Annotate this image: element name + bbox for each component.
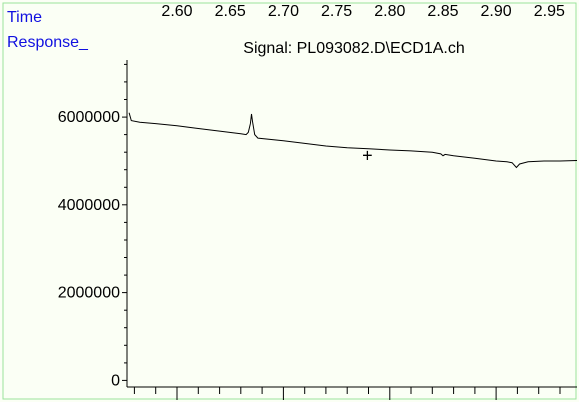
y-axis-label: Response_: [7, 34, 89, 51]
y-tick-label: 0: [111, 372, 120, 389]
x-tick-labels: 2.60 2.65 2.70 2.75 2.80 2.85 2.90 2.95: [161, 3, 565, 20]
y-tick-label: 4000000: [58, 197, 120, 214]
cursor-marker-group: +: [362, 146, 373, 166]
signal-trace-group: [128, 112, 578, 169]
signal-trace: [128, 112, 578, 169]
x-tick-label: 2.75: [321, 3, 352, 20]
cursor-marker: +: [362, 146, 373, 166]
x-tick-label: 2.60: [161, 3, 192, 20]
x-tick-label: 2.80: [374, 3, 405, 20]
y-tick-label: 2000000: [58, 285, 120, 302]
x-tick-label: 2.95: [534, 3, 565, 20]
x-axis: [127, 386, 577, 400]
y-axis: 0 2000000 4000000 6000000: [58, 60, 128, 389]
x-tick-label: 2.65: [215, 3, 246, 20]
x-axis-label: Time: [7, 9, 42, 26]
chart-title: Signal: PL093082.D\ECD1A.ch: [243, 40, 464, 57]
x-tick-label: 2.85: [427, 3, 458, 20]
x-tick-label: 2.90: [481, 3, 512, 20]
x-tick-label: 2.70: [268, 3, 299, 20]
y-tick-label: 6000000: [58, 109, 120, 126]
